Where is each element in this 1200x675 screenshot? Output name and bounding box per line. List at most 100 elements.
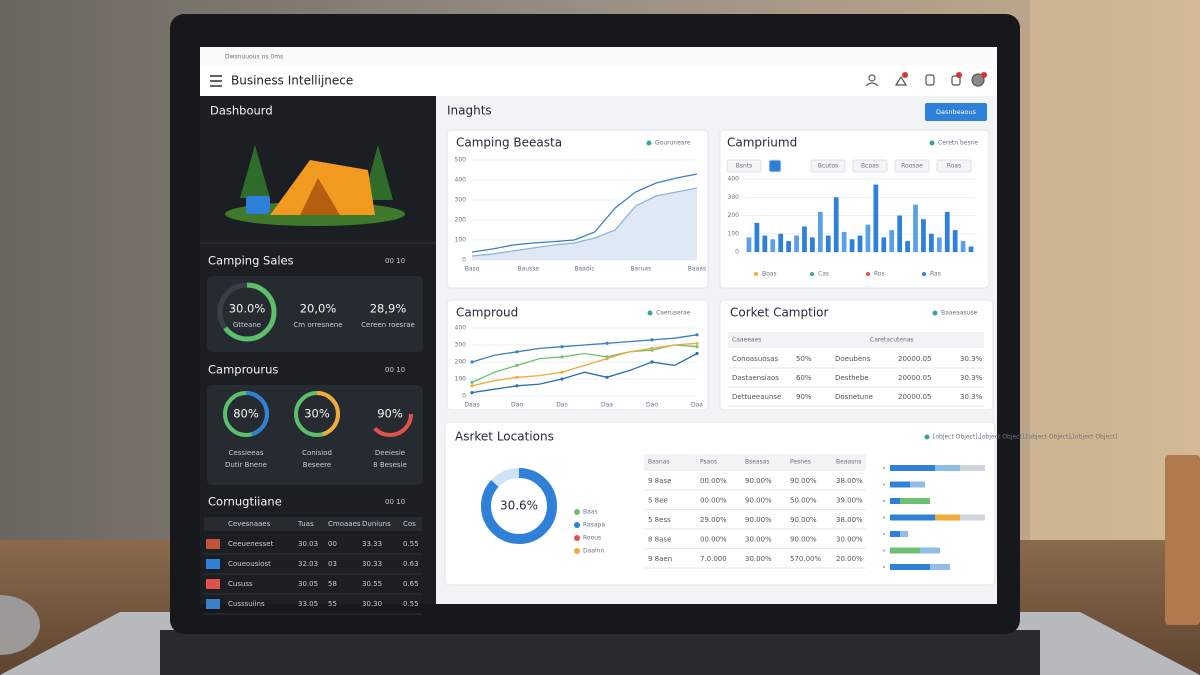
hbar (960, 465, 985, 471)
text: Ros (874, 271, 885, 278)
hbar (935, 514, 960, 521)
text: 0.55 (403, 540, 419, 548)
main-title: Inaghts (447, 104, 492, 118)
text: 38.00% (836, 516, 863, 524)
button-text: Dasnbeaous (936, 108, 977, 116)
series-line (471, 187, 698, 257)
text: 00 10 (385, 257, 405, 265)
text: Roas (947, 163, 961, 170)
hbar (890, 564, 930, 570)
text: Conoasuosas (732, 355, 778, 363)
text: 0 (735, 249, 739, 256)
point (470, 391, 474, 395)
text: Bcoas (861, 163, 879, 170)
point (695, 333, 699, 337)
text: 9 8ase (648, 477, 671, 485)
text: Baaeaasuse (941, 310, 978, 317)
text: Das (556, 402, 567, 409)
legend-dot (646, 140, 652, 146)
text: 50.00% (790, 497, 817, 505)
text: 32.03 (298, 560, 318, 568)
text: Psaos (700, 459, 717, 466)
axis-dot (883, 516, 885, 519)
badges (902, 72, 987, 78)
text: Cusssuiins (228, 600, 265, 608)
text: 90% (377, 407, 403, 421)
text: 28,9% (370, 302, 407, 316)
point (560, 377, 564, 381)
text: 30.3% (960, 393, 983, 401)
text: Cususs (228, 580, 253, 588)
point (515, 375, 519, 379)
filter-chip[interactable] (768, 159, 782, 173)
text: 03 (328, 560, 337, 568)
filter-chip[interactable] (726, 159, 762, 173)
filter-chip[interactable] (810, 159, 846, 173)
tent-illustration (225, 145, 405, 226)
point (470, 384, 474, 388)
text: 300 (455, 197, 467, 204)
text: Cessieeas (229, 449, 264, 457)
text: 30.55 (362, 580, 382, 588)
bar (770, 239, 776, 252)
text: 30.0% (229, 302, 266, 316)
hbar (890, 514, 935, 521)
text: 50% (796, 355, 812, 363)
axis-dot (883, 533, 885, 535)
legend-dot (924, 434, 930, 440)
point (695, 351, 699, 356)
point (515, 363, 519, 367)
hbar (910, 481, 925, 488)
text: 0.63 (403, 560, 419, 568)
filter-chip[interactable] (852, 159, 888, 173)
point (560, 370, 564, 374)
text: Tuas (297, 520, 314, 528)
hbar (890, 481, 910, 488)
text: 30.00% (745, 555, 772, 563)
text: Conisiod (302, 449, 332, 457)
text: 200 (728, 212, 740, 219)
bar (802, 226, 807, 252)
text: 00 10 (385, 366, 405, 374)
menu-icon[interactable] (210, 75, 222, 87)
text: Deeiesie (375, 449, 405, 457)
point (605, 341, 609, 345)
bar (960, 241, 966, 252)
point (650, 346, 654, 350)
axis-dot (883, 467, 885, 469)
button[interactable] (925, 103, 987, 121)
bar (897, 215, 903, 252)
toolbar-icons[interactable] (865, 73, 985, 87)
filter-chip[interactable] (936, 159, 972, 173)
text: Baas (583, 509, 598, 516)
gauge-ring (367, 391, 413, 437)
row-icon (206, 579, 220, 589)
text: 30.33 (362, 560, 382, 568)
text: 20000.05 (898, 374, 931, 382)
text: Dosnetune (835, 393, 873, 401)
text: Camping Sales (208, 254, 294, 268)
bar (889, 230, 895, 252)
text: Baaas (688, 266, 706, 273)
text: 8 Besesie (373, 461, 407, 469)
point (695, 341, 699, 345)
text: 20000.05 (898, 393, 931, 401)
text: Corket Camptior (730, 306, 828, 320)
bar (746, 237, 752, 252)
text: Dutir Bnene (225, 461, 267, 469)
text: 20,0% (300, 302, 337, 316)
text: 30.6% (500, 499, 538, 513)
text: Dao (646, 402, 658, 409)
cup (1165, 455, 1200, 625)
text: 20.00% (836, 555, 863, 563)
filter-chip[interactable] (894, 159, 930, 173)
bar (833, 197, 839, 252)
text: 8 8ase (648, 536, 671, 544)
text: 400 (455, 325, 467, 332)
point (470, 360, 474, 364)
legend-dot (866, 272, 870, 276)
text: Asrket Locations (455, 430, 554, 444)
text: Caretacutenas (870, 337, 914, 344)
text: Dettueeaunse (732, 393, 781, 401)
legend-dot (922, 272, 926, 276)
